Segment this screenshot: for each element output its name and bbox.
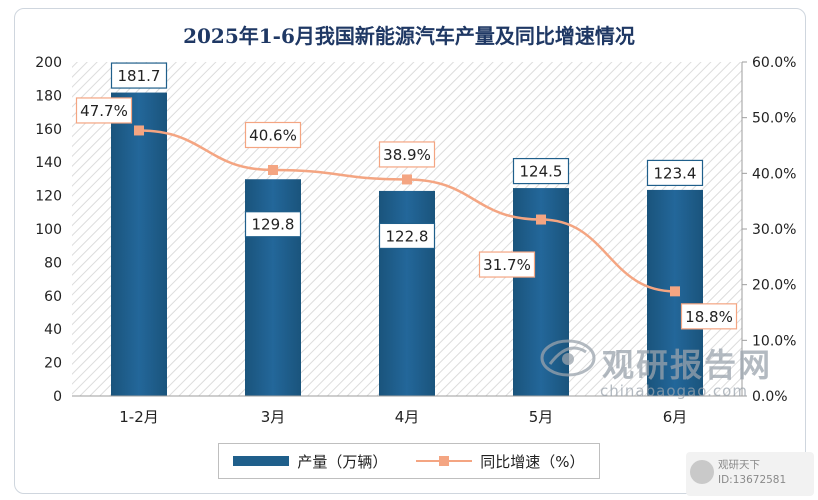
- growth-value-label-box: [478, 251, 536, 278]
- y-left-tick-label: 80: [44, 255, 62, 271]
- y-left-tick-label: 140: [35, 155, 62, 171]
- growth-value-label-box: [244, 121, 302, 149]
- legend: 产量（万辆） 同比增速（%）: [218, 443, 600, 479]
- growth-value-label-box: [378, 141, 436, 168]
- source-id: ID:13672581: [718, 474, 787, 486]
- x-tick-label: 5月: [529, 408, 554, 426]
- growth-value-label: 47.7%: [80, 102, 128, 120]
- bar-value-label-box: [512, 157, 570, 185]
- y-left-tick-label: 100: [35, 222, 62, 238]
- bar-value-label-box: [378, 222, 436, 250]
- y-right-tick-label: 0.0%: [752, 389, 788, 405]
- y-left-tick-label: 160: [35, 122, 62, 138]
- bar-value-label-box: [110, 62, 168, 89]
- bar-value-label: 129.8: [252, 216, 295, 234]
- bar-value-label-box: [646, 159, 704, 187]
- bar-value-label: 181.7: [118, 67, 161, 85]
- y-left-tick-label: 60: [44, 289, 62, 305]
- source-name: 观研天下: [718, 459, 760, 471]
- y-right-tick-label: 10.0%: [752, 333, 796, 349]
- growth-value-label: 40.6%: [249, 126, 297, 144]
- bar-value-label: 122.8: [386, 227, 429, 245]
- legend-item-production: 产量（万辆）: [233, 451, 387, 472]
- y-left-tick-label: 180: [35, 88, 62, 104]
- source-avatar-icon: [690, 460, 714, 484]
- legend-label-production: 产量（万辆）: [297, 452, 388, 471]
- x-tick-label: 3月: [261, 408, 286, 426]
- legend-swatch-bar: [233, 456, 290, 466]
- chart-title: 2025年1-6月我国新能源汽车产量及同比增速情况: [183, 24, 635, 48]
- growth-value-label-box: [680, 303, 738, 330]
- legend-item-growth: 同比增速（%）: [416, 451, 585, 472]
- growth-value-label: 18.8%: [685, 308, 733, 326]
- growth-series-line: [138, 129, 676, 293]
- bar-2: [379, 190, 435, 396]
- y-right-tick-label: 20.0%: [752, 278, 796, 294]
- y-left-tick-label: 20: [44, 356, 62, 372]
- bar-value-label: 124.5: [520, 163, 563, 181]
- watermark-url: chinabaogao.com: [600, 382, 748, 400]
- legend-swatch-line: [416, 456, 473, 466]
- y-left-tick-label: 200: [35, 55, 62, 71]
- growth-point-3: [536, 214, 546, 225]
- y-right-tick-label: 40.0%: [752, 166, 796, 182]
- x-tick-label: 6月: [663, 408, 688, 426]
- y-left-tick-label: 0: [53, 389, 62, 405]
- growth-point-0: [134, 125, 144, 136]
- bar-value-label: 123.4: [654, 164, 697, 182]
- legend-label-growth: 同比增速（%）: [480, 452, 585, 471]
- growth-value-label: 31.7%: [483, 256, 531, 274]
- growth-value-label-box: [75, 97, 133, 124]
- growth-point-1: [268, 164, 278, 175]
- y-right-tick-label: 30.0%: [752, 222, 796, 238]
- source-badge: 观研天下 ID:13672581: [686, 452, 814, 496]
- growth-value-label: 38.9%: [383, 146, 431, 164]
- bar-0: [111, 92, 167, 396]
- x-tick-label: 1-2月: [119, 408, 159, 426]
- y-right-tick-label: 60.0%: [752, 55, 796, 71]
- x-tick-label: 4月: [395, 408, 420, 426]
- growth-point-2: [402, 174, 412, 185]
- bar-value-label-box: [244, 211, 302, 238]
- y-left-tick-label: 40: [44, 322, 62, 338]
- watermark-logo-icon: [540, 339, 596, 377]
- watermark-name: 观研报告网: [602, 346, 773, 384]
- y-left-tick-label: 120: [35, 189, 62, 205]
- y-right-tick-label: 50.0%: [752, 111, 796, 127]
- growth-point-4: [670, 286, 680, 297]
